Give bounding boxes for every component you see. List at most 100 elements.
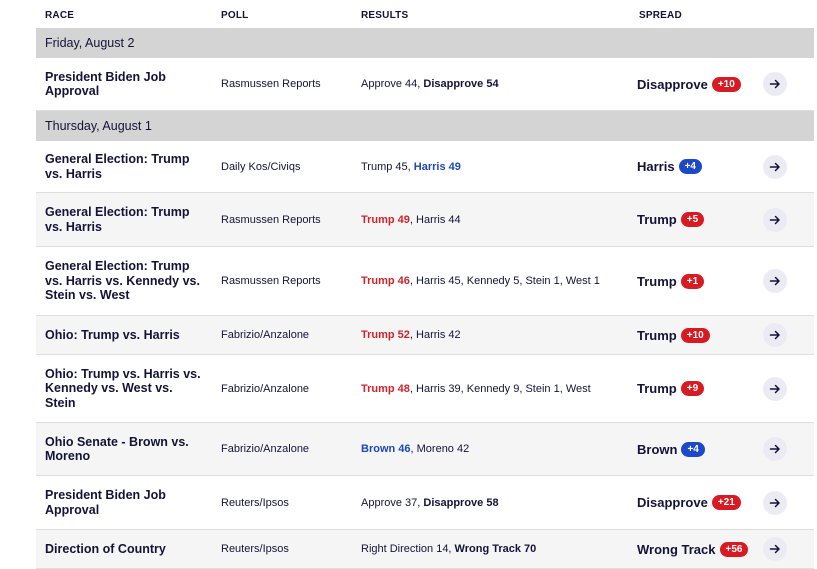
- poll-results: Trump 52, Harris 42: [361, 316, 461, 354]
- poll-results: Trump 49, Harris 44: [361, 193, 461, 246]
- spread: Disapprove +10: [637, 58, 741, 110]
- table-row[interactable]: General Election: Trump vs. Harris Rasmus…: [36, 193, 814, 247]
- poll-results: Brown 46, Moreno 42: [361, 423, 469, 475]
- date-label: Thursday, August 1: [45, 119, 152, 133]
- race-name[interactable]: General Election: Trump vs. Harris: [45, 152, 190, 181]
- poll-results: Trump 46, Harris 45, Kennedy 5, Stein 1,…: [361, 247, 600, 315]
- poll-source: Daily Kos/Civiqs: [221, 160, 301, 173]
- arrow-right-icon[interactable]: [763, 376, 787, 401]
- spread: Trump +1: [637, 247, 705, 315]
- row-link[interactable]: [763, 530, 787, 568]
- arrow-right-icon[interactable]: [763, 72, 787, 96]
- poll-source: Fabrizio/Anzalone: [221, 443, 310, 455]
- date-header: Thursday, August 1: [36, 111, 814, 141]
- spread-leader: Trump: [637, 212, 677, 227]
- row-link[interactable]: [763, 247, 787, 315]
- spread: Trump +5: [637, 193, 705, 246]
- row-link[interactable]: [763, 193, 787, 246]
- result-winner: Trump 52: [361, 329, 410, 341]
- race-name[interactable]: Ohio: Trump vs. Harris vs. Kennedy vs. W…: [45, 366, 201, 410]
- table-row[interactable]: President Biden Job Approval Rasmussen Re…: [36, 58, 814, 111]
- date-header: Friday, August 2: [36, 28, 814, 58]
- arrow-right-icon[interactable]: [763, 537, 787, 561]
- row-link[interactable]: [763, 423, 787, 475]
- result-part: , Harris 45, Kennedy 5, Stein 1, West 1: [409, 275, 600, 287]
- result-part: Trump 45,: [361, 160, 414, 173]
- spread: Brown +4: [637, 423, 705, 475]
- row-link[interactable]: [763, 141, 787, 192]
- result-part: , Moreno 42: [410, 443, 470, 455]
- results-text: Brown 46, Moreno 42: [361, 443, 469, 455]
- arrow-right-icon[interactable]: [763, 490, 787, 515]
- result-winner: Trump 48: [361, 382, 410, 395]
- row-link[interactable]: [763, 476, 787, 529]
- spread-leader: Brown: [637, 441, 678, 457]
- arrow-right-icon[interactable]: [763, 207, 787, 232]
- result-winner: Trump 46: [361, 275, 410, 287]
- race-name[interactable]: General Election: Trump vs. Harris vs. K…: [45, 259, 200, 303]
- spread-badge: +5: [680, 212, 705, 227]
- arrow-right-icon[interactable]: [763, 269, 787, 293]
- table-row[interactable]: Ohio: Trump vs. Harris Fabrizio/Anzalone T…: [36, 316, 814, 355]
- header-spread: SPREAD: [639, 10, 682, 21]
- spread-badge: +56: [719, 541, 749, 557]
- race-name[interactable]: President Biden Job Approval: [45, 69, 166, 99]
- race-name[interactable]: President Biden Job Approval: [45, 488, 166, 517]
- race-name[interactable]: Ohio Senate - Brown vs. Moreno: [45, 434, 189, 464]
- result-winner: Disapprove 54: [423, 78, 499, 90]
- spread: Trump +10: [637, 316, 710, 354]
- arrow-right-icon[interactable]: [763, 437, 787, 461]
- spread-leader: Disapprove: [637, 76, 708, 92]
- table-header: RACE POLL RESULTS SPREAD: [0, 0, 817, 28]
- spread-badge: +9: [680, 381, 705, 396]
- table-row[interactable]: General Election: Trump vs. Harris vs. K…: [36, 247, 814, 316]
- result-winner: Wrong Track 70: [454, 543, 537, 555]
- row-link[interactable]: [763, 355, 787, 422]
- header-results: RESULTS: [361, 10, 409, 21]
- race-name[interactable]: Ohio: Trump vs. Harris: [45, 327, 180, 342]
- date-label: Friday, August 2: [45, 36, 135, 50]
- poll-results: Right Direction 14, Wrong Track 70: [361, 530, 536, 568]
- results-text: Trump 49, Harris 44: [361, 214, 461, 226]
- result-part: , Harris 44: [409, 213, 461, 226]
- spread-leader: Trump: [637, 273, 677, 289]
- poll-source: Reuters/Ipsos: [221, 543, 289, 555]
- arrow-right-icon[interactable]: [763, 154, 787, 179]
- poll-source: Reuters/Ipsos: [221, 496, 289, 509]
- poll-results: Approve 37, Disapprove 58: [361, 476, 499, 529]
- result-winner: Harris 49: [413, 160, 461, 173]
- row-link[interactable]: [763, 58, 787, 110]
- arrow-right-icon[interactable]: [763, 323, 787, 347]
- spread: Trump +9: [637, 355, 705, 422]
- table-row[interactable]: Ohio: Trump vs. Harris vs. Kennedy vs. W…: [36, 355, 814, 423]
- result-winner: Brown 46: [361, 443, 411, 455]
- race-name[interactable]: Direction of Country: [45, 541, 166, 556]
- spread-badge: +1: [680, 273, 705, 289]
- spread-badge: +10: [680, 327, 710, 343]
- spread-leader: Trump: [637, 381, 677, 396]
- spread-badge: +21: [711, 495, 741, 510]
- result-part: Approve 44,: [361, 78, 424, 90]
- result-part: Right Direction 14,: [361, 543, 455, 555]
- poll-source: Fabrizio/Anzalone: [221, 329, 310, 341]
- results-text: Approve 44, Disapprove 54: [361, 78, 499, 90]
- table-row[interactable]: Ohio Senate - Brown vs. Moreno Fabrizio/A…: [36, 423, 814, 476]
- poll-source: Rasmussen Reports: [221, 78, 321, 90]
- result-part: , Harris 42: [409, 329, 461, 341]
- results-text: Trump 48, Harris 39, Kennedy 9, Stein 1,…: [361, 383, 591, 395]
- spread: Harris +4: [637, 141, 702, 192]
- results-text: Approve 37, Disapprove 58: [361, 497, 499, 509]
- row-link[interactable]: [763, 316, 787, 354]
- spread-leader: Wrong Track: [637, 541, 716, 557]
- results-text: Trump 45, Harris 49: [361, 161, 461, 173]
- table-row[interactable]: General Election: Trump vs. Harris Daily …: [36, 141, 814, 193]
- spread-badge: +4: [678, 159, 702, 174]
- table-row[interactable]: President Biden Job Approval Reuters/Ipso…: [36, 476, 814, 530]
- spread-badge: +10: [711, 76, 741, 92]
- race-name[interactable]: General Election: Trump vs. Harris: [45, 205, 190, 234]
- poll-results: Approve 44, Disapprove 54: [361, 58, 499, 110]
- result-part: Approve 37,: [361, 496, 424, 509]
- result-part: , Harris 39, Kennedy 9, Stein 1, West: [409, 382, 591, 395]
- table-row[interactable]: Direction of Country Reuters/Ipsos Right D…: [36, 530, 814, 569]
